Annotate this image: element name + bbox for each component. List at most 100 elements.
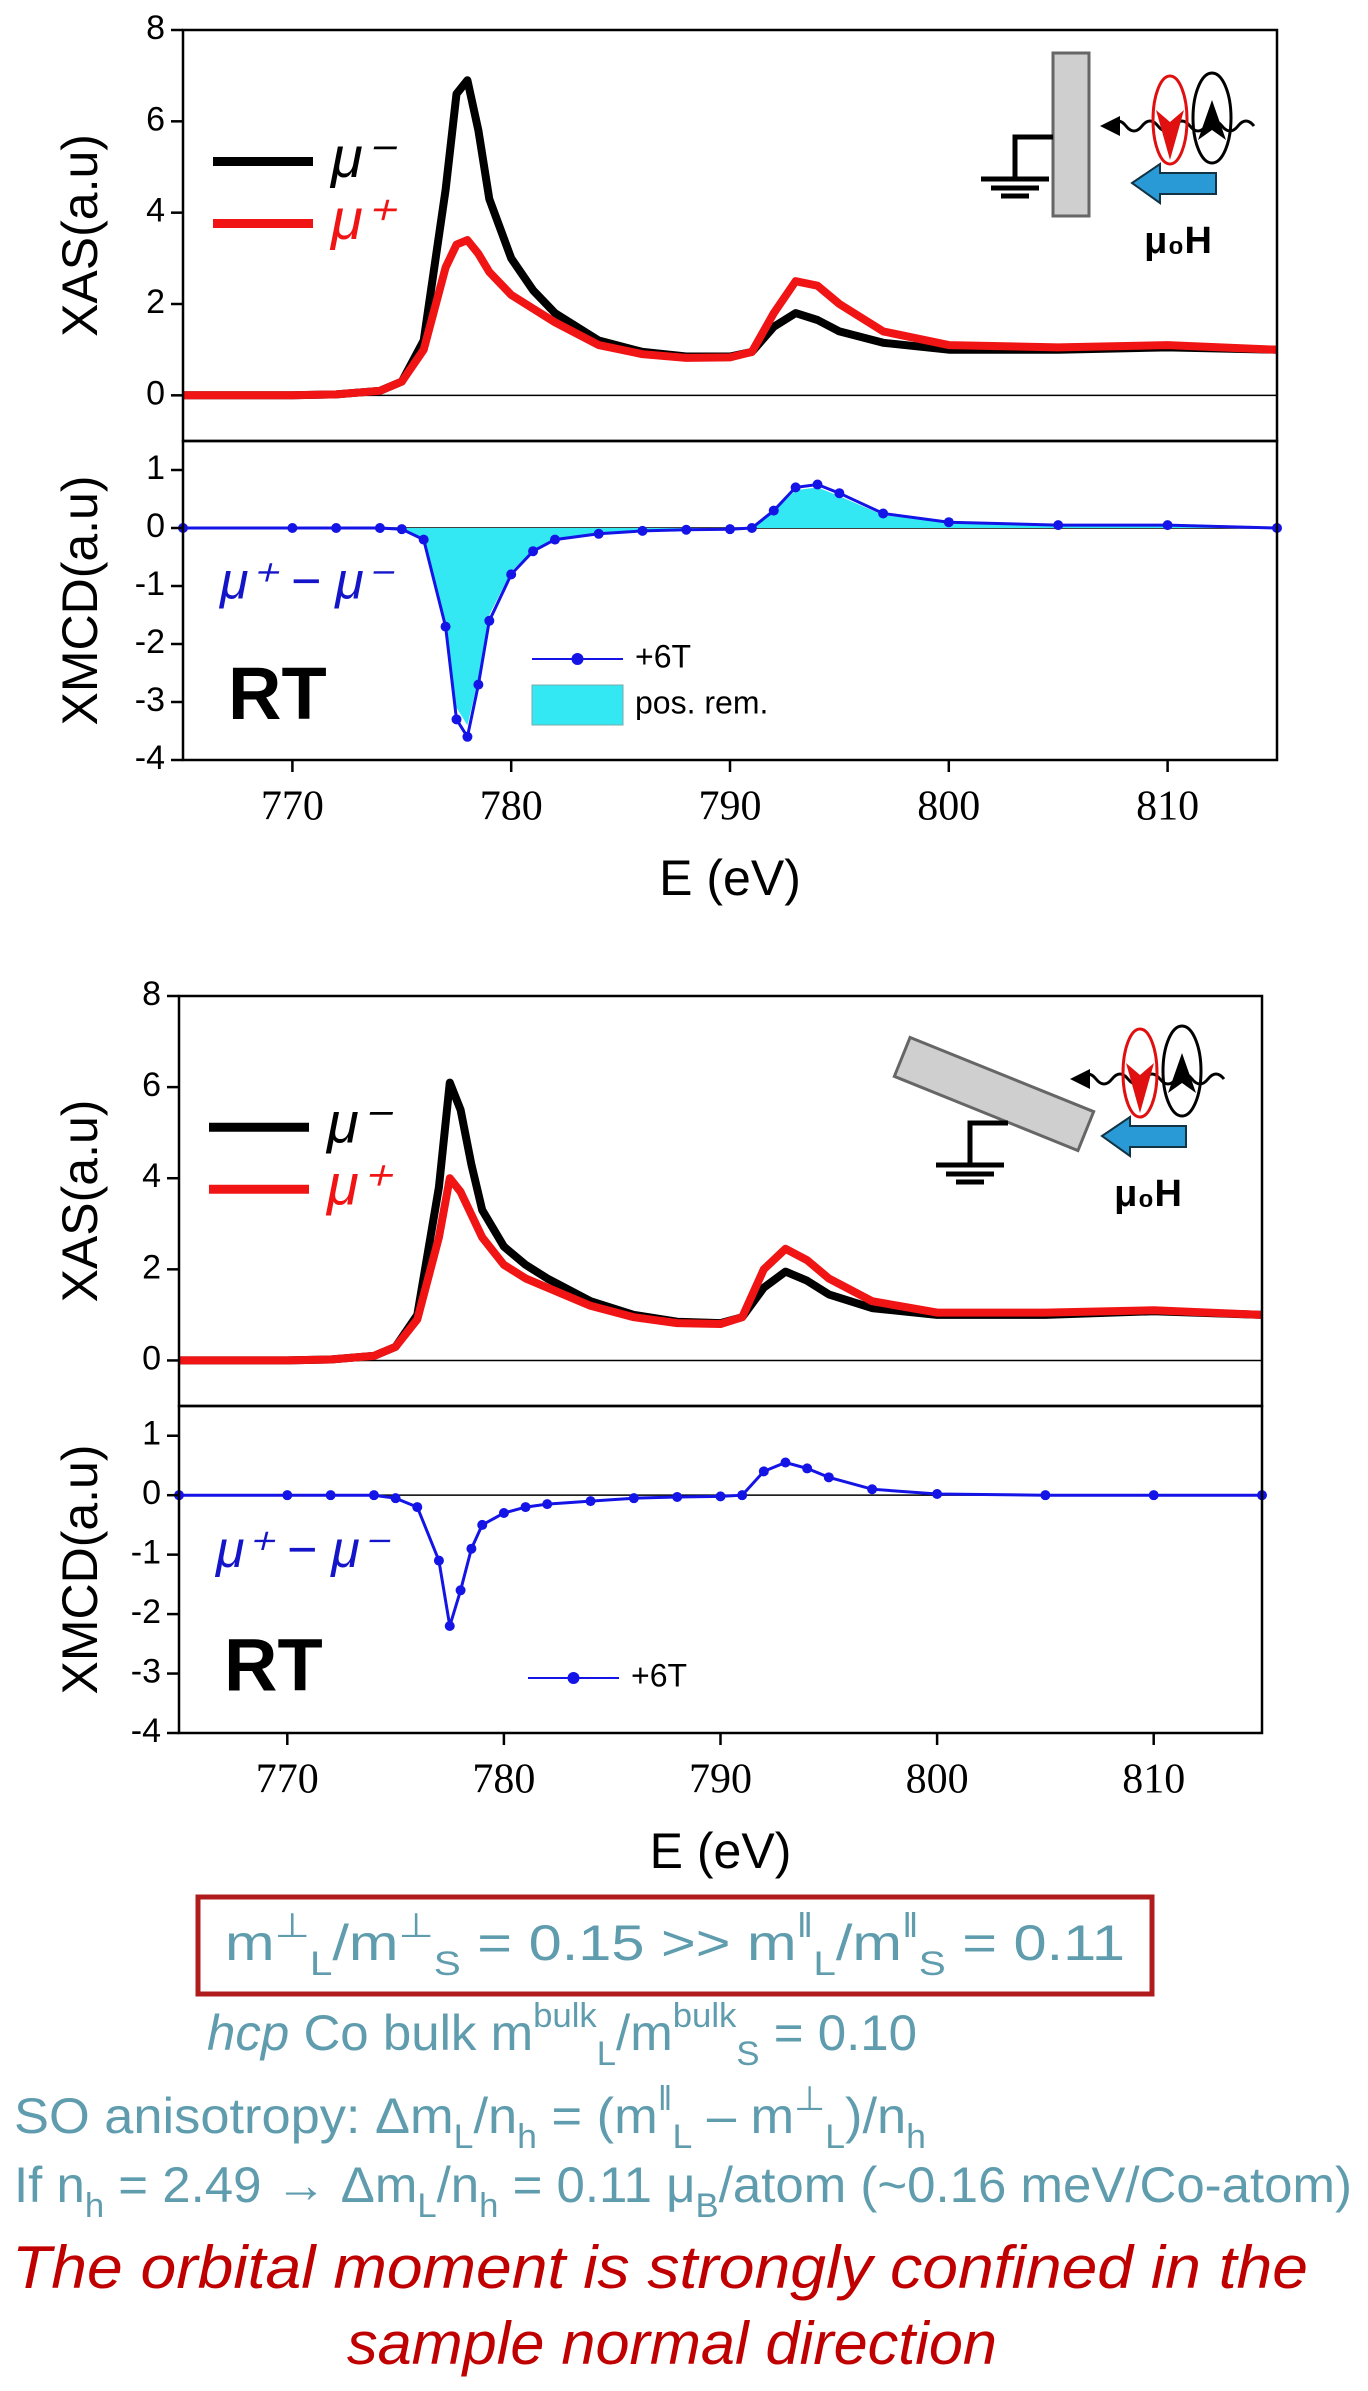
point: [672, 1491, 683, 1502]
field-label: μ₀H: [1114, 1173, 1182, 1215]
point: [1040, 1490, 1051, 1501]
point: [542, 1499, 553, 1510]
y-tick-label: -1: [135, 565, 165, 603]
line: [183, 236, 1278, 400]
point: [396, 524, 407, 535]
point: [681, 524, 692, 535]
polarization: [1151, 74, 1189, 166]
legend-label: +6T: [635, 638, 691, 674]
ground-wire: [967, 1120, 1008, 1165]
text-segment: h: [479, 2187, 498, 2225]
text-segment: – m: [692, 2088, 794, 2144]
point: [878, 508, 889, 519]
text-segment: bulk: [673, 1997, 738, 2035]
text-segment: L: [417, 2187, 436, 2225]
x-tick-label: 790: [699, 784, 762, 830]
text-segment: S: [736, 2035, 759, 2073]
y-tick-label: 4: [146, 192, 165, 230]
text-segment: B: [696, 2187, 719, 2225]
y-tick-label: -3: [131, 1653, 161, 1691]
x-tick-label: 800: [906, 1757, 969, 1803]
estimate-text: If nh = 2.49 → Δm L/nh = 0.11 μ B/atom (~0…: [14, 2157, 1352, 2225]
text-segment: /m: [836, 1915, 902, 1971]
legend-swatch: [571, 653, 584, 665]
point: [802, 1463, 813, 1474]
annotation: RT: [224, 1623, 323, 1706]
text-segment: ǁ: [797, 1907, 814, 1945]
x-tick-label: 790: [689, 1757, 752, 1803]
spin-arrow: [1156, 110, 1184, 160]
photon-head: [1070, 1069, 1090, 1089]
box-text: m ⊥L/m ⊥S = 0.15 >> m ǁL/m ǁS = 0.11: [225, 1907, 1125, 1983]
line: [179, 1174, 1263, 1365]
x-axis-label: E (eV): [659, 850, 801, 906]
point: [455, 1585, 466, 1596]
field-arrow: [1100, 1115, 1187, 1158]
point: [390, 1493, 401, 1504]
point: [412, 1502, 423, 1513]
spin-arrow: [1198, 100, 1226, 140]
y-tick-label: 0: [146, 507, 165, 545]
geometry-inset: μ₀H: [892, 1024, 1226, 1215]
point: [715, 1491, 726, 1502]
point: [477, 1519, 488, 1530]
text-segment: ǁ: [658, 2080, 673, 2118]
point: [484, 615, 495, 626]
point: [867, 1484, 878, 1495]
x-tick-label: 810: [1122, 1757, 1185, 1803]
text-segment: L: [454, 2118, 474, 2156]
line: [183, 482, 1278, 741]
y-tick-label: 0: [142, 1339, 161, 1377]
point: [462, 731, 473, 742]
text-segment: h: [906, 2118, 926, 2156]
conclusion-line: sample normal direction: [347, 2310, 997, 2377]
point: [528, 546, 539, 557]
text-segment: L: [813, 1945, 836, 1983]
point: [549, 534, 560, 545]
y-tick-label: 2: [142, 1248, 161, 1286]
y-tick-label: 1: [146, 449, 165, 487]
text-segment: = 0.11: [946, 1915, 1125, 1971]
point: [451, 714, 462, 725]
x-tick-label: 780: [472, 1757, 535, 1803]
line: [179, 1460, 1262, 1627]
text-segment: ⊥: [275, 1907, 310, 1945]
text-segment: /atom (~0.16 meV/Co-atom): [719, 2157, 1352, 2213]
point: [287, 523, 298, 533]
annotation: μ⁺ − μ⁻: [214, 1521, 391, 1579]
polarization: [1191, 71, 1233, 165]
legend-label: μ⁺: [325, 1153, 394, 1218]
y-tick-label: 8: [146, 9, 165, 47]
text-segment: = 0.11 μ: [498, 2157, 695, 2213]
y-tick-label: -2: [131, 1593, 161, 1631]
x-tick-label: 770: [261, 784, 324, 830]
y-axis-label: XAS(a.u): [52, 134, 108, 337]
y-axis-label: XMCD(a.u): [52, 475, 108, 725]
text-segment: = (m: [537, 2088, 658, 2144]
point: [1162, 520, 1173, 531]
x-tick-label: 800: [917, 784, 980, 830]
y-tick-label: 0: [142, 1474, 161, 1512]
text-segment: L: [672, 2118, 692, 2156]
point: [790, 482, 801, 493]
text-segment: = 2.49 → Δm: [104, 2157, 417, 2213]
y-tick-label: -3: [135, 681, 165, 719]
geometry-inset: μ₀H: [981, 51, 1256, 262]
legend-label: μ⁻: [325, 1091, 394, 1156]
x-axis-label: E (eV): [650, 1823, 792, 1879]
point: [593, 528, 604, 539]
text-segment: /m: [616, 2005, 673, 2061]
point: [585, 1496, 596, 1507]
text-segment: h: [517, 2118, 537, 2156]
point: [368, 1490, 379, 1501]
legend-label: μ⁺: [329, 187, 398, 252]
annotation: μ⁺ − μ⁻: [218, 552, 395, 610]
point: [440, 621, 451, 632]
text-segment: )/n: [845, 2088, 906, 2144]
y-tick-label: -1: [131, 1534, 161, 1572]
y-tick-label: -4: [135, 739, 165, 777]
text-segment: SO anisotropy: Δm: [14, 2088, 454, 2144]
text-segment: ⊥: [399, 1907, 434, 1945]
y-tick-label: 1: [142, 1415, 161, 1453]
